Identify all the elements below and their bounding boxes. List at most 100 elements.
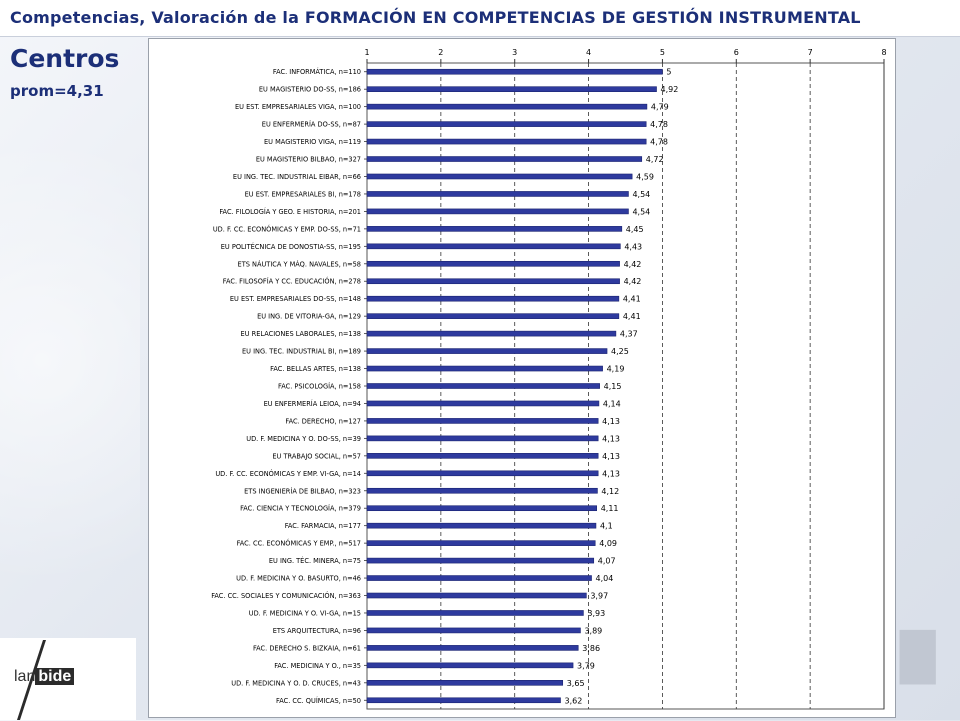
data-label: 3,93 [587, 609, 605, 618]
logo-part-bide: bide [35, 668, 75, 685]
data-label: 4,13 [602, 434, 620, 443]
category-label: FAC. CIENCIA Y TECNOLOGÍA, n=379 [240, 504, 361, 513]
category-label: UD. F. MEDICINA Y O. VI-GA, n=15 [249, 609, 361, 617]
bar [366, 418, 599, 424]
category-label: EU ENFERMERÍA LEIOA, n=94 [264, 399, 361, 408]
category-label: FAC. INFORMÁTICA, n=110 [273, 67, 361, 76]
category-label: FAC. CC. QUÍMICAS, n=50 [276, 696, 361, 705]
x-tick-label: 6 [734, 48, 739, 57]
bar [366, 627, 581, 634]
data-label: 4,19 [607, 365, 625, 374]
category-label: FAC. FARMACIA, n=177 [285, 522, 361, 530]
bar [366, 592, 587, 599]
category-label: EU MAGISTERIO VIGA, n=119 [264, 138, 361, 146]
bar [366, 68, 663, 75]
title-bar: Competencias, Valoración de la FORMACIÓN… [0, 0, 960, 37]
bar [366, 365, 603, 372]
category-label: UD. F. MEDICINA Y O. D. CRUCES, n=43 [231, 679, 361, 687]
data-label: 4,14 [603, 399, 621, 408]
logo: lan bide [14, 668, 75, 686]
category-label: UD. F. MEDICINA Y O. BASURTO, n=46 [236, 575, 361, 583]
category-label: ETS INGENIERÍA DE BILBAO, n=323 [244, 486, 361, 495]
category-label: EU EST. EMPRESARIALES BI, n=178 [245, 190, 361, 198]
data-label: 4,42 [624, 277, 642, 286]
bar-chart: 1 2 3 4 5 6 7 8 FAC. INFORMÁTICA, n=110 5 EU MAGIS… [211, 48, 887, 710]
bar [366, 662, 574, 669]
bar [366, 383, 600, 389]
bar [366, 295, 620, 302]
bar [366, 226, 623, 232]
bar [366, 243, 621, 250]
bar [366, 680, 564, 686]
bar [366, 540, 596, 546]
data-label: 3,97 [590, 592, 608, 601]
category-label: EU EST. EMPRESARIALES DO-SS, n=148 [230, 295, 361, 303]
x-tick-label: 3 [512, 48, 517, 57]
bar [366, 522, 597, 529]
data-label: 3,86 [582, 644, 600, 653]
bar [366, 575, 592, 581]
bar [366, 103, 648, 110]
data-label: 4,07 [598, 557, 616, 566]
bar [366, 400, 600, 407]
bar [366, 278, 620, 285]
bar [366, 191, 629, 197]
watermark-icon: █ [900, 630, 936, 684]
data-label: 4,13 [602, 469, 620, 478]
bar [366, 487, 598, 494]
bar [366, 348, 608, 354]
data-label: 4,92 [661, 85, 679, 94]
background-decoration [0, 120, 140, 720]
category-label: EU MAGISTERIO BILBAO, n=327 [256, 156, 361, 164]
x-tick-label: 7 [808, 48, 813, 57]
bar [366, 453, 599, 459]
data-label: 4,09 [599, 539, 617, 548]
bar [366, 173, 633, 180]
bar [366, 610, 584, 616]
data-label: 4,54 [632, 190, 650, 199]
bar [366, 313, 620, 319]
category-label: FAC. FILOSOFÍA Y CC. EDUCACIÓN, n=278 [223, 277, 361, 286]
category-label: EU ENFERMERÍA DO-SS, n=87 [262, 120, 361, 129]
bar [366, 697, 561, 704]
section-heading: Centros [10, 44, 120, 73]
category-label: UD. F. CC. ECONÓMICAS Y EMP. VI-GA, n=14 [215, 469, 361, 478]
category-label: FAC. PSICOLOGÍA, n=158 [278, 382, 361, 391]
data-label: 4,25 [611, 347, 629, 356]
category-label: EU RELACIONES LABORALES, n=138 [241, 330, 361, 338]
category-label: FAC. CC. SOCIALES Y COMUNICACIÓN, n=363 [211, 591, 361, 600]
data-label: 4,78 [650, 120, 668, 129]
category-label: ETS ARQUITECTURA, n=96 [273, 627, 361, 635]
data-label: 3,89 [584, 626, 602, 635]
bar [366, 435, 599, 442]
x-tick-label: 4 [586, 48, 591, 57]
category-label: EU ING. TEC. INDUSTRIAL BI, n=189 [242, 348, 361, 356]
category-label: FAC. DERECHO S. BIZKAIA, n=61 [253, 644, 361, 652]
bar [366, 557, 595, 564]
bar [366, 330, 617, 337]
data-label: 4,41 [623, 295, 641, 304]
data-label: 4,37 [620, 330, 638, 339]
x-tick-label: 1 [364, 48, 369, 57]
bar [366, 86, 657, 92]
bar [366, 156, 643, 162]
data-label: 4,12 [601, 487, 619, 496]
data-label: 4,79 [651, 103, 669, 112]
bar [366, 121, 647, 127]
data-label: 4,1 [600, 522, 613, 531]
bar [366, 138, 647, 145]
data-label: 4,43 [624, 242, 642, 251]
category-label: EU ING. TÉC. MINERA, n=75 [269, 556, 361, 565]
logo-part-lan: lan [14, 668, 36, 685]
category-label: EU TRABAJO SOCIAL, n=57 [272, 452, 361, 460]
category-label: UD. F. CC. ECONÓMICAS Y EMP. DO-SS, n=71 [213, 224, 361, 233]
data-label: 4,42 [624, 260, 642, 269]
data-label: 4,45 [626, 225, 644, 234]
data-label: 3,65 [567, 679, 585, 688]
bar [366, 505, 597, 512]
category-label: EU POLITÉCNICA DE DONOSTIA-SS, n=195 [221, 242, 361, 251]
data-label: 4,59 [636, 172, 654, 181]
data-label: 3,79 [577, 661, 595, 670]
category-label: FAC. MEDICINA Y O., n=35 [274, 662, 361, 670]
bar [366, 208, 629, 215]
